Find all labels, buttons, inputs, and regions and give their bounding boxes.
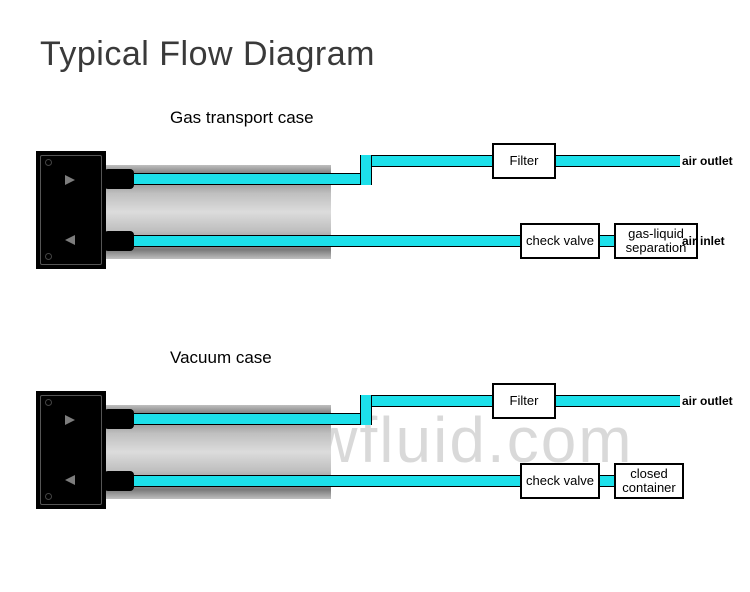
page-title: Typical Flow Diagram — [40, 35, 375, 74]
flow-box: check valve — [520, 463, 600, 499]
flow-box: Filter — [492, 143, 556, 179]
flow-end-label: air inlet — [682, 234, 725, 248]
flow-end-label: air outlet — [682, 394, 733, 408]
flow-box: Filter — [492, 383, 556, 419]
flow-end-label: air outlet — [682, 154, 733, 168]
flow-box: check valve — [520, 223, 600, 259]
case-subtitle: Vacuum case — [170, 348, 272, 368]
flow-box: closed container — [614, 463, 684, 499]
case-subtitle: Gas transport case — [170, 108, 314, 128]
